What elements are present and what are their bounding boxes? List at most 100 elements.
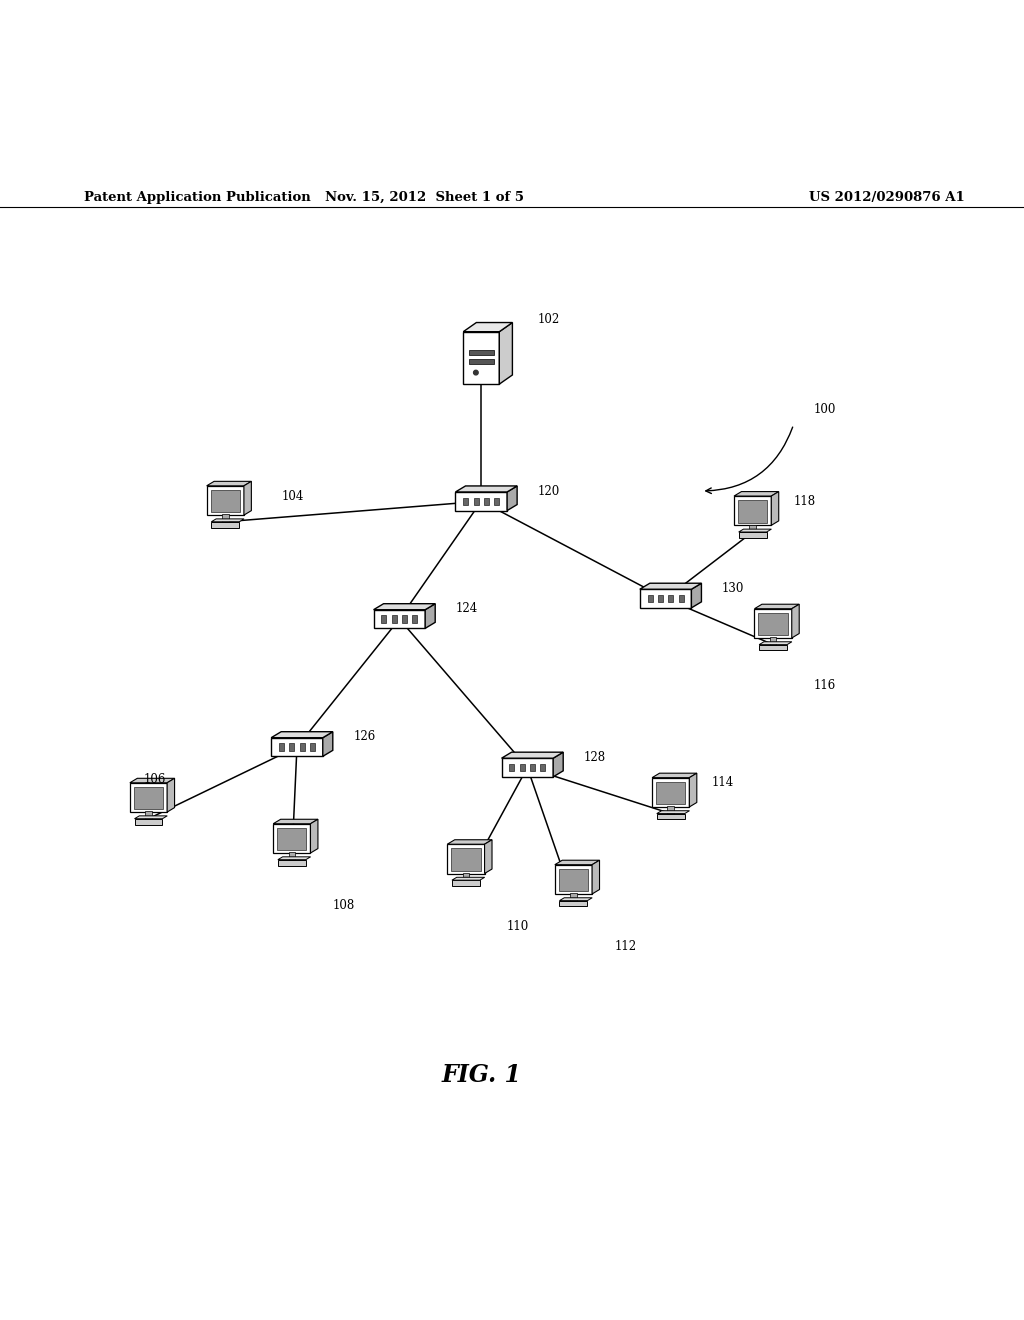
Text: FIG. 1: FIG. 1: [441, 1063, 521, 1086]
Bar: [570, 894, 577, 900]
Polygon shape: [555, 861, 599, 865]
Polygon shape: [130, 779, 174, 783]
Polygon shape: [738, 532, 767, 537]
Text: 128: 128: [584, 751, 606, 764]
Polygon shape: [689, 774, 696, 807]
Bar: [381, 615, 386, 623]
Polygon shape: [738, 500, 767, 523]
Polygon shape: [656, 781, 685, 804]
Polygon shape: [500, 322, 512, 384]
Polygon shape: [559, 898, 592, 900]
Text: 124: 124: [456, 602, 478, 615]
Polygon shape: [310, 820, 317, 853]
Bar: [463, 498, 468, 504]
Polygon shape: [559, 869, 588, 891]
Polygon shape: [555, 865, 592, 894]
Text: Patent Application Publication: Patent Application Publication: [84, 191, 310, 205]
Text: 106: 106: [143, 774, 166, 787]
Text: US 2012/0290876 A1: US 2012/0290876 A1: [809, 191, 965, 205]
Polygon shape: [278, 857, 310, 859]
Polygon shape: [134, 818, 163, 825]
Bar: [668, 807, 674, 813]
Polygon shape: [273, 824, 310, 853]
Polygon shape: [463, 322, 512, 331]
Polygon shape: [278, 828, 306, 850]
Polygon shape: [167, 779, 174, 812]
Polygon shape: [734, 496, 771, 525]
Bar: [469, 359, 494, 364]
Text: 112: 112: [614, 940, 637, 953]
Bar: [770, 638, 776, 644]
Polygon shape: [592, 861, 599, 894]
Polygon shape: [273, 820, 317, 824]
Bar: [750, 524, 756, 532]
Bar: [484, 498, 489, 504]
Text: 126: 126: [353, 730, 376, 743]
Polygon shape: [425, 603, 435, 628]
Text: 120: 120: [538, 484, 560, 498]
Bar: [657, 595, 663, 602]
Polygon shape: [452, 880, 480, 886]
Polygon shape: [463, 331, 500, 384]
Polygon shape: [447, 845, 484, 874]
Polygon shape: [652, 774, 696, 777]
Text: 130: 130: [722, 582, 744, 595]
Polygon shape: [323, 731, 333, 756]
Polygon shape: [507, 486, 517, 511]
Bar: [289, 743, 294, 751]
Polygon shape: [559, 900, 588, 907]
Polygon shape: [130, 783, 167, 812]
Text: 118: 118: [794, 495, 816, 508]
Polygon shape: [755, 605, 799, 609]
Bar: [679, 595, 684, 602]
Circle shape: [473, 371, 478, 375]
Bar: [509, 764, 514, 771]
Text: 116: 116: [814, 678, 837, 692]
Polygon shape: [755, 609, 792, 638]
Bar: [469, 350, 494, 355]
Bar: [391, 615, 396, 623]
Polygon shape: [734, 491, 778, 496]
Polygon shape: [656, 810, 689, 813]
Bar: [413, 615, 418, 623]
Polygon shape: [691, 583, 701, 609]
Polygon shape: [207, 486, 244, 515]
Text: Nov. 15, 2012  Sheet 1 of 5: Nov. 15, 2012 Sheet 1 of 5: [326, 191, 524, 205]
Polygon shape: [244, 482, 251, 515]
Bar: [310, 743, 315, 751]
Polygon shape: [207, 482, 251, 486]
Bar: [473, 498, 478, 504]
Polygon shape: [211, 521, 240, 528]
Polygon shape: [211, 519, 244, 521]
Bar: [519, 764, 524, 771]
Bar: [530, 764, 536, 771]
Polygon shape: [374, 610, 425, 628]
Polygon shape: [456, 486, 517, 492]
Bar: [402, 615, 408, 623]
Text: 100: 100: [814, 403, 837, 416]
Polygon shape: [456, 492, 507, 511]
Polygon shape: [652, 777, 689, 807]
Text: 110: 110: [507, 920, 529, 933]
Bar: [463, 873, 469, 880]
Bar: [541, 764, 546, 771]
Polygon shape: [656, 813, 685, 820]
Text: 104: 104: [282, 490, 304, 503]
Bar: [669, 595, 674, 602]
Text: 114: 114: [712, 776, 734, 789]
Polygon shape: [792, 605, 799, 638]
Polygon shape: [452, 878, 484, 880]
Bar: [279, 743, 284, 751]
Polygon shape: [374, 603, 435, 610]
Bar: [495, 498, 500, 504]
Polygon shape: [278, 859, 306, 866]
Bar: [300, 743, 305, 751]
Polygon shape: [452, 849, 480, 871]
Bar: [289, 853, 295, 859]
Polygon shape: [447, 840, 492, 845]
Bar: [145, 812, 152, 818]
Bar: [647, 595, 652, 602]
Bar: [222, 515, 228, 521]
Polygon shape: [640, 583, 701, 589]
Polygon shape: [484, 840, 492, 874]
